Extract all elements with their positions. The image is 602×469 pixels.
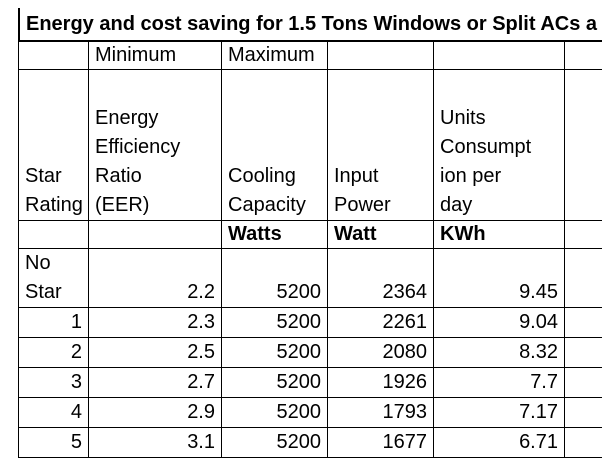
header-line: Consumpt (440, 136, 532, 158)
cell-kwh: 6.71 (433, 427, 565, 458)
units-cell (564, 220, 602, 249)
header-row: Star Rating Energy Efficiency Ratio (EER… (18, 69, 602, 221)
subheader-cell (327, 41, 434, 70)
cell-eer: 2.2 (88, 248, 222, 308)
table-row: 5 3.1 5200 1677 6.71 (18, 427, 602, 458)
cell-input-power: 2364 (327, 248, 434, 308)
cell-cooling: 5200 (221, 248, 328, 308)
cell-eer: 2.3 (88, 307, 222, 338)
units-cell (18, 220, 89, 249)
cell-input-power: 2080 (327, 337, 434, 368)
cell-empty (564, 248, 602, 308)
header-input-power: Input Power (327, 69, 434, 221)
units-watts: Watts (221, 220, 328, 249)
units-kwh: KWh (433, 220, 565, 249)
header-line: Capacity (228, 194, 306, 216)
cell-empty (564, 367, 602, 398)
header-line: Ratio (95, 165, 142, 187)
cell-eer: 2.9 (88, 397, 222, 428)
subheader-minimum: Minimum (88, 41, 222, 70)
header-eer: Energy Efficiency Ratio (EER) (88, 69, 222, 221)
cell-empty (564, 307, 602, 338)
cell-kwh: 7.17 (433, 397, 565, 428)
cell-input-power: 1677 (327, 427, 434, 458)
subheader-row: Minimum Maximum (18, 41, 602, 70)
header-cooling-capacity: Cooling Capacity (221, 69, 328, 221)
cell-empty (564, 397, 602, 428)
cell-empty (564, 427, 602, 458)
cell-star-rating: 4 (18, 397, 89, 428)
cell-kwh: 9.04 (433, 307, 565, 338)
header-empty (564, 69, 602, 221)
subheader-cell (564, 41, 602, 70)
header-line: ion per (440, 165, 502, 187)
units-watt: Watt (327, 220, 434, 249)
cell-cooling: 5200 (221, 367, 328, 398)
cell-cooling: 5200 (221, 427, 328, 458)
header-line: Input (334, 165, 379, 187)
header-units-consumption: Units Consumpt ion per day (433, 69, 565, 221)
cell-cooling: 5200 (221, 337, 328, 368)
table-row: 1 2.3 5200 2261 9.04 (18, 307, 602, 338)
cell-input-power: 1793 (327, 397, 434, 428)
star-line: No (25, 252, 51, 274)
cell-empty (564, 337, 602, 368)
header-line: Rating (25, 194, 83, 216)
cell-star-rating: 5 (18, 427, 89, 458)
subheader-maximum: Maximum (221, 41, 328, 70)
header-line: Energy (95, 107, 159, 129)
cell-kwh: 8.32 (433, 337, 565, 368)
cell-cooling: 5200 (221, 397, 328, 428)
cell-kwh: 7.7 (433, 367, 565, 398)
header-line: Power (334, 194, 391, 216)
star-line: Star (25, 281, 62, 303)
subheader-cell (18, 41, 89, 70)
table-row: 4 2.9 5200 1793 7.17 (18, 397, 602, 428)
table-row: No Star 2.2 5200 2364 9.45 (18, 248, 602, 308)
table-title: Energy and cost saving for 1.5 Tons Wind… (26, 13, 598, 35)
header-line: Star (25, 165, 62, 187)
cell-star-rating: 2 (18, 337, 89, 368)
table-title-row: Energy and cost saving for 1.5 Tons Wind… (18, 8, 602, 42)
cell-eer: 2.5 (88, 337, 222, 368)
data-table: Minimum Maximum Star Rating Energy Effic… (18, 41, 602, 458)
cell-eer: 2.7 (88, 367, 222, 398)
header-line: (EER) (95, 194, 150, 216)
cell-input-power: 2261 (327, 307, 434, 338)
units-cell (88, 220, 222, 249)
header-line: Cooling (228, 165, 296, 187)
cell-eer: 3.1 (88, 427, 222, 458)
table-row: 3 2.7 5200 1926 7.7 (18, 367, 602, 398)
header-line: day (440, 194, 473, 216)
cell-cooling: 5200 (221, 307, 328, 338)
header-star-rating: Star Rating (18, 69, 89, 221)
cell-star-rating: 1 (18, 307, 89, 338)
table-row: 2 2.5 5200 2080 8.32 (18, 337, 602, 368)
units-row: Watts Watt KWh (18, 220, 602, 249)
cell-star-rating: No Star (18, 248, 89, 308)
cell-input-power: 1926 (327, 367, 434, 398)
header-line: Efficiency (95, 136, 181, 158)
header-line: Units (440, 107, 486, 129)
cell-kwh: 9.45 (433, 248, 565, 308)
cell-star-rating: 3 (18, 367, 89, 398)
subheader-cell (433, 41, 565, 70)
